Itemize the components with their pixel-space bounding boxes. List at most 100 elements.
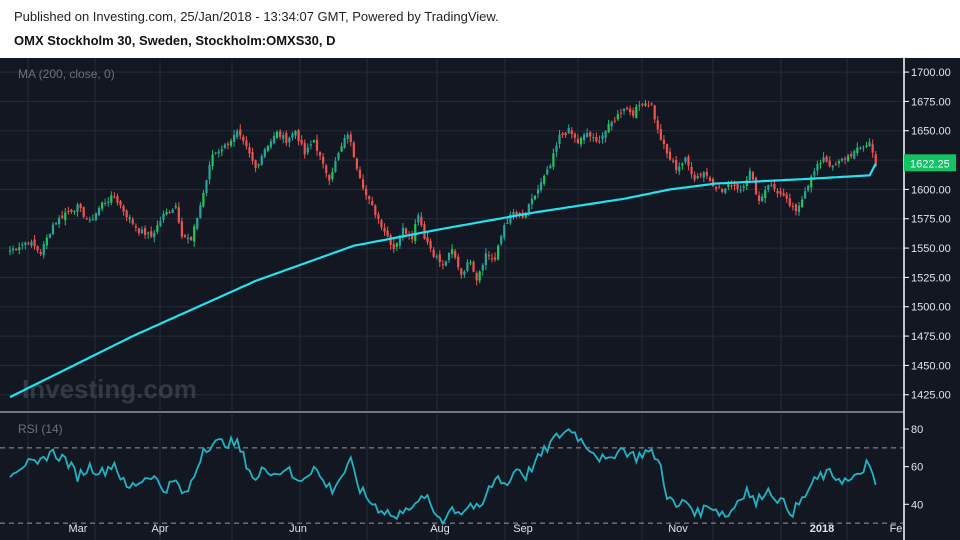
- last-price-box: [904, 154, 956, 172]
- candle-body: [724, 188, 727, 193]
- candle-body: [190, 236, 193, 241]
- candle-body: [143, 228, 147, 235]
- candle-body: [641, 103, 644, 105]
- candle-body: [751, 172, 755, 180]
- candle-body: [530, 198, 533, 205]
- candle-body: [223, 144, 226, 148]
- candle-body: [779, 191, 782, 195]
- candle-body: [137, 228, 141, 233]
- candle-body: [168, 212, 171, 214]
- candle-body: [718, 186, 721, 188]
- candle-body: [285, 132, 288, 144]
- candle-body: [119, 200, 122, 206]
- candle-body: [466, 262, 469, 271]
- candle-body: [613, 120, 616, 122]
- candle-body: [828, 160, 831, 167]
- candle-body: [30, 241, 33, 246]
- candle-body: [33, 239, 36, 247]
- candle-body: [579, 137, 583, 145]
- price-tick-label: 1500.00: [911, 302, 951, 314]
- candle-body: [549, 165, 552, 169]
- candle-body: [454, 251, 457, 258]
- candle-body: [595, 136, 598, 142]
- candle-body: [263, 149, 266, 157]
- candle-body: [518, 212, 521, 215]
- candle-body: [874, 154, 877, 166]
- time-tick-label: Jun: [289, 523, 307, 535]
- candle-body: [533, 195, 537, 200]
- candle-body: [656, 120, 659, 130]
- candle-body: [868, 142, 871, 147]
- price-tick-label: 1550.00: [911, 243, 951, 255]
- candle-body: [767, 185, 770, 190]
- candle-body: [797, 205, 801, 212]
- candle-body: [853, 151, 856, 159]
- candle-body: [546, 169, 549, 175]
- candle-body: [831, 165, 834, 168]
- rsi-tick-label: 40: [911, 499, 923, 511]
- candle-body: [696, 175, 699, 179]
- candle-body: [515, 211, 518, 215]
- candle-body: [303, 142, 306, 155]
- rsi-axis: 40 60 80: [904, 424, 923, 511]
- candle-body: [21, 244, 24, 246]
- candle-body: [711, 179, 715, 187]
- candle-body: [727, 183, 730, 188]
- chart-title: OMX Stockholm 30, Sweden, Stockholm:OMXS…: [14, 33, 336, 48]
- time-tick-label: Sep: [513, 523, 533, 535]
- candle-body: [770, 184, 773, 186]
- candle-body: [159, 221, 162, 226]
- candle-body: [291, 133, 294, 138]
- candle-body: [67, 210, 70, 212]
- candle-body: [742, 186, 745, 188]
- candle-body: [254, 160, 257, 168]
- candle-body: [233, 134, 236, 142]
- candle-body: [463, 271, 466, 275]
- candle-body: [79, 203, 82, 209]
- candle-body: [383, 227, 386, 232]
- candle-body: [97, 207, 101, 216]
- price-tick-label: 1575.00: [911, 214, 951, 226]
- candle-body: [294, 131, 297, 136]
- candle-body: [15, 249, 18, 251]
- candle-body: [288, 137, 291, 143]
- candle-body: [245, 140, 248, 147]
- candle-body: [134, 226, 137, 228]
- candle-body: [361, 179, 365, 189]
- candle-body: [570, 130, 573, 135]
- price-tick-label: 1450.00: [911, 360, 951, 372]
- candle-body: [681, 163, 684, 166]
- candle-body: [800, 199, 804, 208]
- candle-body: [850, 153, 853, 157]
- candle-body: [543, 175, 546, 184]
- candle-body: [377, 214, 380, 219]
- candle-body: [272, 135, 276, 144]
- candle-body: [506, 222, 509, 224]
- candle-body: [205, 180, 208, 193]
- candle-body: [825, 156, 828, 162]
- candle-body: [374, 205, 377, 215]
- candle-body: [27, 243, 30, 245]
- candlestick-series: [8, 99, 877, 286]
- candle-body: [693, 174, 696, 180]
- candle-body: [843, 158, 847, 160]
- candle-body: [794, 204, 798, 212]
- candle-body: [349, 134, 352, 143]
- candle-body: [257, 164, 260, 166]
- ma-indicator-label: MA (200, close, 0): [18, 67, 115, 81]
- candle-body: [493, 257, 497, 260]
- candle-body: [810, 176, 813, 188]
- candle-body: [251, 151, 254, 161]
- candle-body: [150, 231, 153, 237]
- candle-body: [36, 246, 39, 251]
- candle-body: [558, 134, 561, 144]
- candle-body: [757, 195, 761, 201]
- candle-body: [837, 161, 840, 164]
- candle-body: [358, 169, 362, 179]
- candle-body: [177, 207, 180, 223]
- candle-body: [61, 215, 64, 218]
- candle-body: [616, 114, 619, 120]
- candle-body: [401, 227, 405, 238]
- candle-body: [76, 204, 79, 212]
